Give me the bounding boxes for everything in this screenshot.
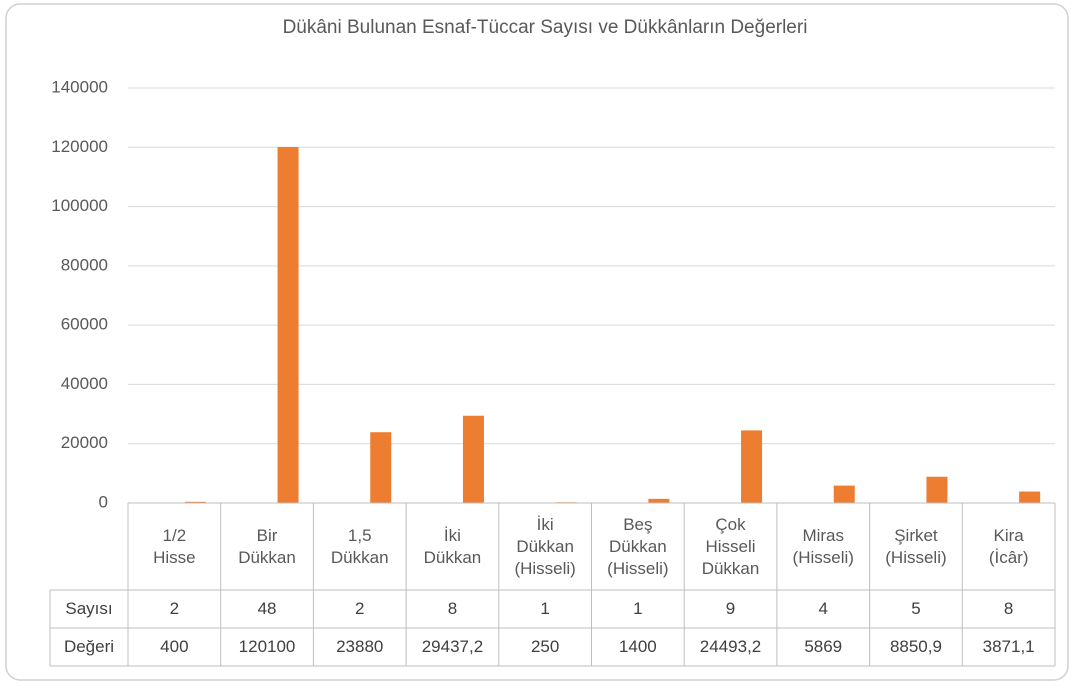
category-label-text: 1/2 Hisse	[153, 525, 196, 567]
chart-title: Dükâni Bulunan Esnaf-Tüccar Sayısı ve Dü…	[283, 17, 808, 38]
bar	[462, 415, 484, 503]
table-value: 250	[499, 628, 592, 666]
category-label: Kira (İcâr)	[962, 503, 1055, 590]
table-value-text: 120100	[238, 637, 296, 656]
category-label: Bir Dükkan	[221, 503, 314, 590]
table-value-text: 1	[633, 599, 643, 618]
table-value-text: 3871,1	[982, 637, 1035, 656]
category-label: Çok Hisseli Dükkan	[684, 503, 777, 590]
bar	[1019, 491, 1041, 503]
category-label-text: Şirket (Hisseli)	[885, 525, 947, 567]
table-value-text: 5869	[804, 637, 843, 656]
y-tick-label: 40000	[61, 374, 108, 393]
table-value-text: 4	[818, 599, 828, 618]
category-label: Miras (Hisseli)	[777, 503, 870, 590]
table-value-text: 5	[911, 599, 921, 618]
table-series-name-text: Sayısı	[65, 599, 113, 618]
table-value: 48	[221, 590, 314, 628]
y-tick-label: 60000	[61, 315, 108, 334]
category-label-text: İki Dükkan (Hisseli)	[514, 514, 576, 578]
category-label-text: Beş Dükkan (Hisseli)	[607, 514, 669, 578]
table-value: 2	[128, 590, 221, 628]
table-value-text: 8850,9	[889, 637, 942, 656]
y-tick-label: 0	[99, 492, 108, 511]
table-value-text: 8	[1003, 599, 1014, 618]
y-tick-label: 120000	[51, 137, 108, 156]
category-label-text: Bir Dükkan	[238, 525, 296, 567]
table-value-text: 400	[160, 637, 189, 656]
y-tick-label: 80000	[61, 255, 108, 274]
chart-border	[5, 3, 1069, 681]
table-value-text: 1400	[618, 637, 657, 656]
category-label: İki Dükkan (Hisseli)	[499, 503, 592, 590]
category-label: 1,5 Dükkan	[313, 503, 406, 590]
category-label-text: Miras (Hisseli)	[792, 525, 854, 567]
bar	[648, 498, 670, 503]
table-value-text: 9	[725, 599, 736, 618]
category-label: Beş Dükkan (Hisseli)	[592, 503, 685, 590]
table-value: 4	[777, 590, 870, 628]
table-value-text: 8	[447, 599, 458, 618]
table-series-name-text: Değeri	[63, 637, 115, 656]
table-value: 8	[962, 590, 1055, 628]
bar	[370, 432, 392, 503]
table-value: 24493,2	[684, 628, 777, 666]
table-value: 5	[870, 590, 963, 628]
table-value-text: 2	[169, 599, 180, 618]
table-value-text: 1	[540, 599, 550, 618]
table-value: 9	[684, 590, 777, 628]
category-label-text: Çok Hisseli Dükkan	[701, 514, 760, 578]
table-value: 400	[128, 628, 221, 666]
bar	[926, 476, 948, 503]
bar	[741, 430, 763, 503]
table-value-text: 29437,2	[421, 637, 484, 656]
category-label: İki Dükkan	[406, 503, 499, 590]
table-value-text: 23880	[336, 637, 384, 656]
table-value-text: 2	[355, 599, 365, 618]
table-value: 1	[499, 590, 592, 628]
bar	[277, 146, 299, 503]
bar	[184, 501, 206, 503]
table-value: 3871,1	[962, 628, 1055, 666]
table-value: 8	[406, 590, 499, 628]
category-label-text: İki Dükkan	[423, 525, 482, 567]
table-value-text: 250	[530, 637, 560, 656]
table-value: 23880	[313, 628, 406, 666]
category-label-text: Kira (İcâr)	[988, 525, 1029, 567]
table-value: 2	[313, 590, 406, 628]
table-value: 5869	[777, 628, 870, 666]
table-value: 120100	[221, 628, 314, 666]
table-value: 1	[592, 590, 685, 628]
table-series-name: Sayısı	[50, 590, 128, 628]
category-label: 1/2 Hisse	[128, 503, 221, 590]
table-value: 1400	[592, 628, 685, 666]
table-value-text: 24493,2	[699, 637, 762, 656]
category-label-text: 1,5 Dükkan	[330, 525, 389, 567]
table-value-text: 48	[257, 599, 277, 618]
table-series-name: Değeri	[50, 628, 128, 666]
y-tick-label: 140000	[51, 77, 108, 96]
category-label: Şirket (Hisseli)	[870, 503, 963, 590]
table-value: 8850,9	[870, 628, 963, 666]
table-value: 29437,2	[406, 628, 499, 666]
y-tick-label: 100000	[51, 196, 108, 215]
bar	[833, 485, 855, 503]
y-tick-label: 20000	[61, 433, 108, 452]
